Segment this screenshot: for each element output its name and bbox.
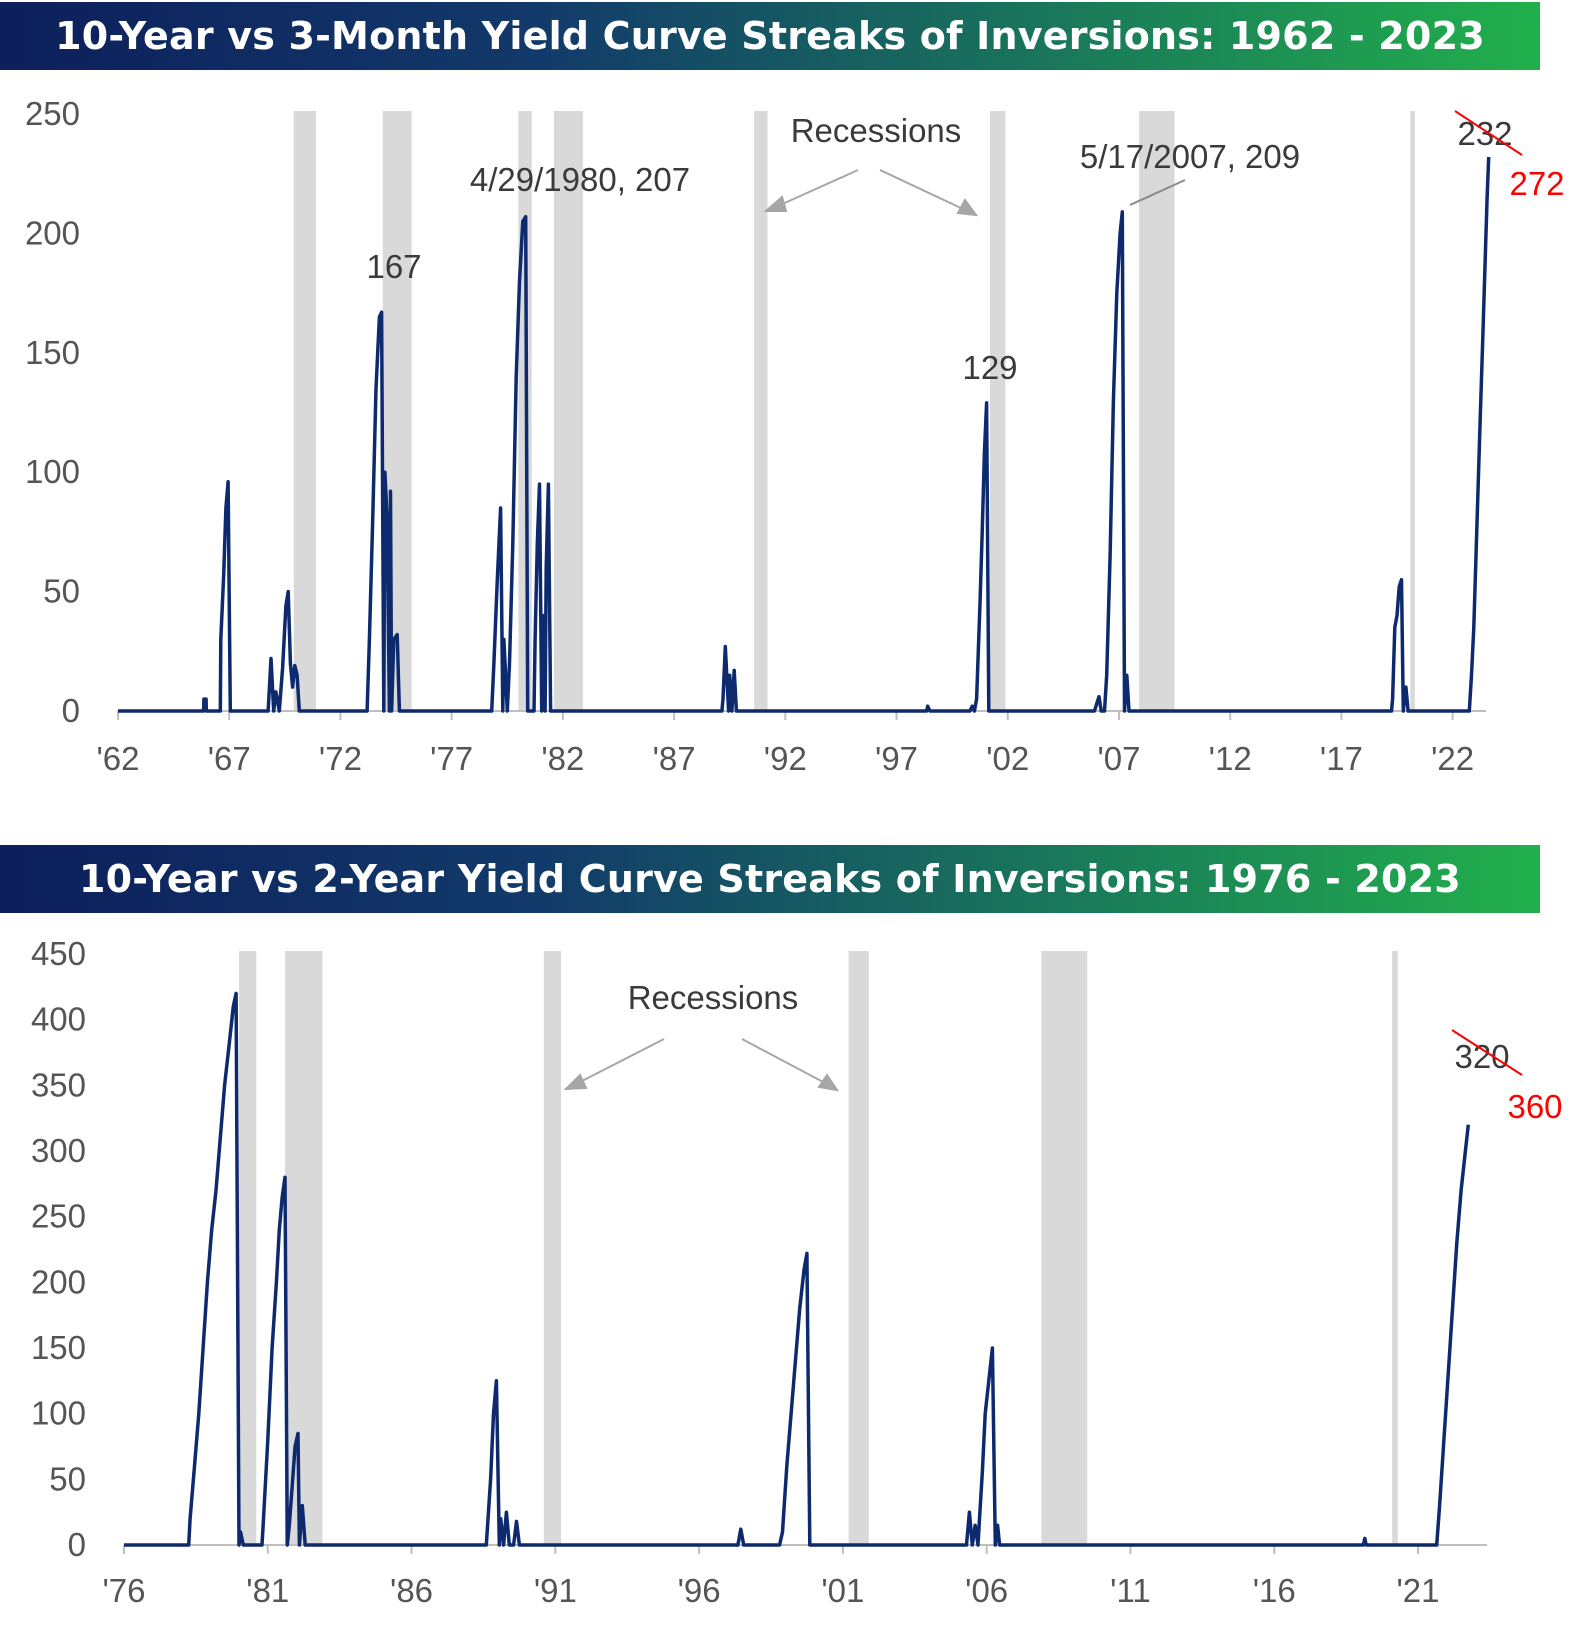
- recession-band: [1410, 111, 1415, 711]
- x-tick-label: '07: [1097, 740, 1140, 777]
- recession-band: [1138, 111, 1175, 711]
- x-tick-label: '86: [390, 1572, 433, 1609]
- recession-bands: [239, 951, 1398, 1545]
- recession-band: [543, 951, 562, 1545]
- annotation-167: 167: [366, 248, 421, 285]
- y-tick-label: 200: [31, 1263, 86, 1300]
- annotation-latest-corrected: 360: [1507, 1088, 1562, 1125]
- y-tick-label: 300: [31, 1132, 86, 1169]
- series-line: [124, 991, 1471, 1547]
- x-tick-label: '72: [319, 740, 362, 777]
- y-tick-label: 50: [49, 1460, 86, 1497]
- x-tick-label: '91: [534, 1572, 577, 1609]
- y-tick-label: 150: [31, 1329, 86, 1366]
- y-tick-label: 250: [31, 1198, 86, 1235]
- recession-bands: [293, 111, 1415, 711]
- annotation-2007-peak: 5/17/2007, 209: [1080, 138, 1300, 175]
- recession-band: [1392, 951, 1398, 1545]
- x-tick-label: '96: [678, 1572, 721, 1609]
- recession-band: [754, 111, 768, 711]
- series-line: [118, 156, 1491, 713]
- x-tick-label: '97: [875, 740, 918, 777]
- recessions-arrows: [563, 1038, 840, 1092]
- y-tick-label: 250: [25, 95, 80, 132]
- y-tick-label: 400: [31, 1001, 86, 1038]
- chart-title-banner: 10-Year vs 2-Year Yield Curve Streaks of…: [0, 845, 1540, 913]
- annotation-1980-peak: 4/29/1980, 207: [470, 161, 690, 198]
- recession-band: [553, 111, 583, 711]
- recession-band: [848, 951, 869, 1545]
- y-tick-label: 350: [31, 1066, 86, 1103]
- y-tick-label: 100: [31, 1395, 86, 1432]
- x-tick-label: '06: [965, 1572, 1008, 1609]
- x-tick-label: '62: [96, 740, 139, 777]
- x-tick-label: '82: [541, 740, 584, 777]
- recession-band: [239, 951, 257, 1545]
- y-axis-ticks: 0 50 100 150 200 250 300 350 400 450: [31, 935, 86, 1563]
- annotation-2007-leader: [1129, 179, 1186, 206]
- yield-curve-3m-chart: 0 50 100 150 200 250 '62 '67 '72 '77 '82 '87 '92 '97…: [25, 95, 1565, 777]
- x-axis-ticks: '62 '67 '72 '77 '82 '87 '92 '97 '02 '07 '12 '17 '22: [96, 740, 1474, 777]
- x-tick-label: '22: [1431, 740, 1474, 777]
- recessions-arrows: [763, 169, 979, 217]
- y-tick-label: 0: [68, 1526, 86, 1563]
- y-tick-label: 0: [62, 692, 80, 729]
- y-tick-label: 450: [31, 935, 86, 972]
- x-axis-ticks: '76 '81 '86 '91 '96 '01 '06 '11 '16 '21: [102, 1572, 1439, 1609]
- strike-line: [1454, 110, 1523, 156]
- x-tick-label: '02: [986, 740, 1029, 777]
- recession-band: [1041, 951, 1088, 1545]
- x-tick-label: '76: [102, 1572, 145, 1609]
- y-tick-label: 50: [43, 573, 80, 610]
- chart-title-banner: 10-Year vs 3-Month Yield Curve Streaks o…: [0, 2, 1540, 70]
- annotation-recessions: Recessions: [628, 979, 799, 1016]
- annotation-latest-struck: 320: [1454, 1038, 1509, 1075]
- y-tick-label: 200: [25, 214, 80, 251]
- y-axis-ticks: 0 50 100 150 200 250: [25, 95, 80, 729]
- annotation-recessions: Recessions: [791, 112, 962, 149]
- x-tick-label: '21: [1396, 1572, 1439, 1609]
- x-tick-label: '67: [208, 740, 251, 777]
- x-tick-label: '92: [764, 740, 807, 777]
- x-tick-label: '17: [1320, 740, 1363, 777]
- recession-band: [285, 951, 323, 1545]
- annotation-latest-corrected: 272: [1509, 165, 1564, 202]
- x-tick-label: '11: [1110, 1572, 1151, 1609]
- x-tick-label: '87: [653, 740, 696, 777]
- x-tick-label: '01: [821, 1572, 864, 1609]
- yield-curve-2y-chart: 0 50 100 150 200 250 300 350 400 450 '76 '81 '86 '91…: [31, 935, 1563, 1609]
- y-tick-label: 150: [25, 334, 80, 371]
- x-tick-label: '81: [246, 1572, 289, 1609]
- annotation-latest-struck: 232: [1457, 115, 1512, 152]
- y-tick-label: 100: [25, 453, 80, 490]
- x-tick-label: '12: [1209, 740, 1252, 777]
- recession-band: [293, 111, 316, 711]
- x-tick-label: '77: [430, 740, 473, 777]
- annotation-129: 129: [962, 349, 1017, 386]
- recession-band: [989, 111, 1006, 711]
- x-tick-label: '16: [1253, 1572, 1296, 1609]
- strike-line: [1451, 1029, 1523, 1076]
